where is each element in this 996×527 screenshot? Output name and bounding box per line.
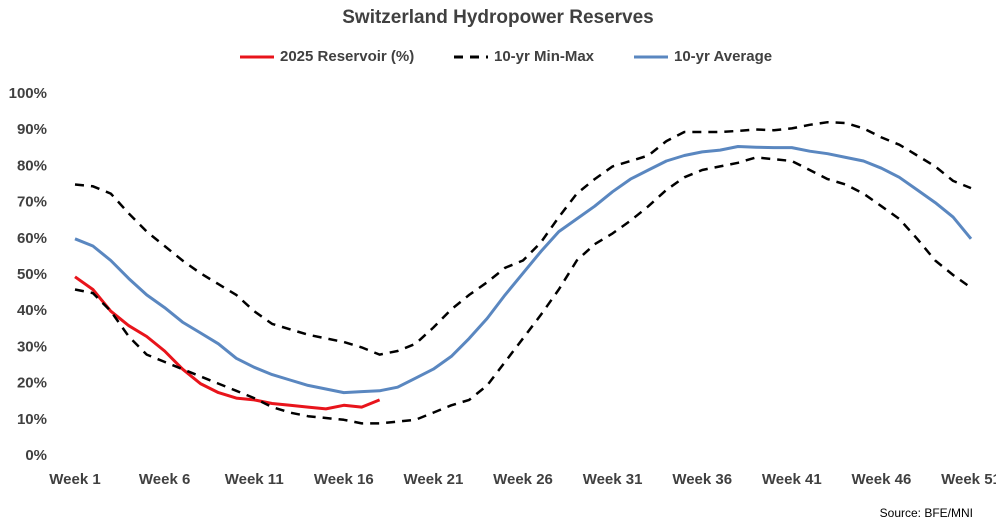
series-line: [74, 120, 972, 356]
y-tick-label: 80%: [17, 157, 47, 174]
y-tick-label: 50%: [17, 266, 47, 283]
y-tick-label: 10%: [17, 411, 47, 428]
x-tick-label: Week 21: [404, 471, 464, 488]
y-tick-label: 30%: [17, 338, 47, 355]
series-line: [74, 275, 381, 411]
x-tick-label: Week 11: [225, 471, 284, 488]
x-tick-label: Week 31: [583, 471, 643, 488]
y-tick-label: 0%: [25, 447, 47, 464]
series-line: [74, 156, 972, 425]
legend-label: 10-yr Min-Max: [494, 48, 595, 65]
legend-label: 10-yr Average: [674, 48, 772, 65]
legend-label: 2025 Reservoir (%): [280, 48, 414, 65]
x-tick-label: Week 41: [762, 471, 822, 488]
x-tick-label: Week 26: [493, 471, 553, 488]
x-tick-label: Week 1: [49, 471, 100, 488]
y-tick-label: 70%: [17, 194, 47, 211]
y-tick-label: 60%: [17, 230, 47, 247]
y-tick-label: 100%: [9, 85, 47, 102]
y-tick-label: 90%: [17, 121, 47, 138]
series-line: [74, 145, 973, 395]
x-tick-label: Week 51: [941, 471, 996, 488]
y-tick-label: 40%: [17, 302, 47, 319]
chart-title: Switzerland Hydropower Reserves: [342, 7, 654, 28]
y-tick-label: 20%: [17, 375, 47, 392]
source: Source: BFE/MNI: [880, 506, 973, 520]
x-tick-label: Week 46: [852, 471, 912, 488]
x-tick-label: Week 6: [139, 471, 190, 488]
x-tick-label: Week 16: [314, 471, 374, 488]
x-tick-label: Week 36: [672, 471, 732, 488]
